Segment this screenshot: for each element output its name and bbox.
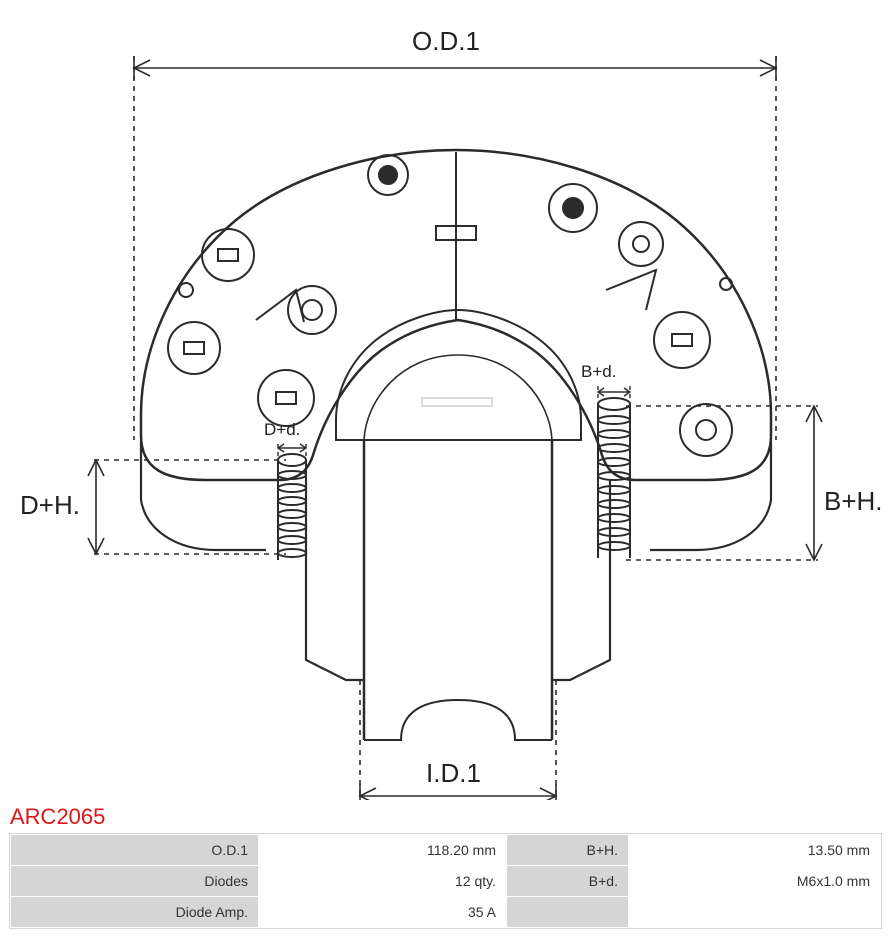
spec-value: 13.50 mm	[629, 835, 881, 866]
spec-value: 118.20 mm	[259, 835, 507, 866]
spec-label: O.D.1	[11, 835, 259, 866]
technical-diagram: O.D.1 I.D.1 D+H. D+d. B+H. B+d.	[6, 0, 884, 800]
spec-label	[507, 897, 629, 928]
spec-label: B+H.	[507, 835, 629, 866]
spec-value: M6x1.0 mm	[629, 866, 881, 897]
spec-value	[629, 897, 881, 928]
spec-table: O.D.1 118.20 mm B+H. 13.50 mm Diodes 12 …	[10, 834, 881, 928]
spec-label: Diodes	[11, 866, 259, 897]
spec-label: Diode Amp.	[11, 897, 259, 928]
diagram-svg	[6, 0, 884, 800]
spec-value: 12 qty.	[259, 866, 507, 897]
part-number-title: ARC2065	[10, 804, 884, 830]
spec-value: 35 A	[259, 897, 507, 928]
spec-label: B+d.	[507, 866, 629, 897]
table-row: O.D.1 118.20 mm B+H. 13.50 mm	[11, 835, 881, 866]
table-row: Diodes 12 qty. B+d. M6x1.0 mm	[11, 866, 881, 897]
table-row: Diode Amp. 35 A	[11, 897, 881, 928]
